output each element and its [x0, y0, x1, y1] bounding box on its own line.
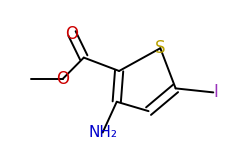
Text: S: S [155, 39, 166, 57]
Text: NH₂: NH₂ [88, 125, 117, 140]
Text: O: O [66, 24, 78, 42]
Text: O: O [56, 70, 69, 88]
Text: I: I [213, 83, 218, 101]
